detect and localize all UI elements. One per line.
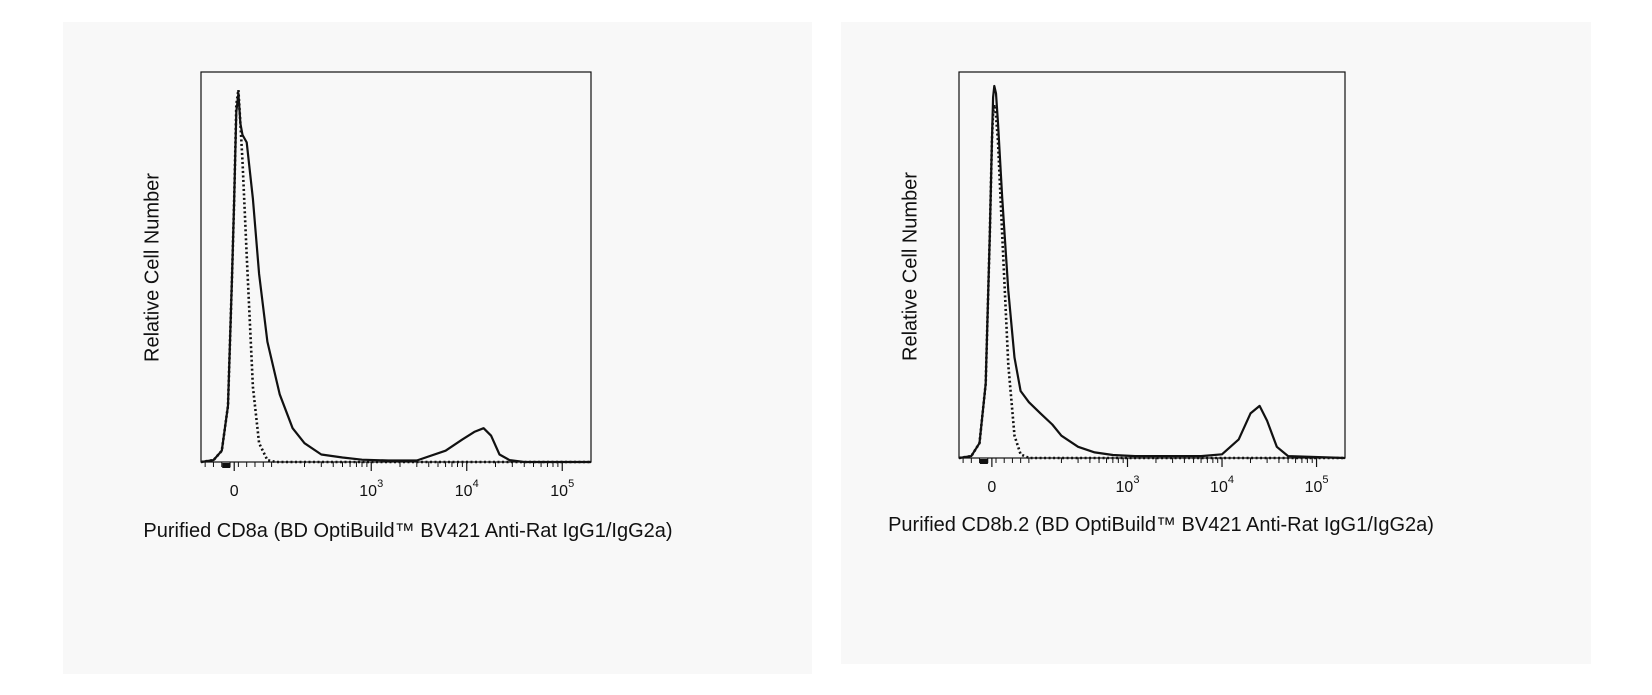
histogram-plot-cd8a: 0 103 104 105	[200, 71, 592, 500]
x-tick-label: 103	[1116, 474, 1140, 496]
x-tick-label: 104	[455, 478, 479, 500]
x-tick-label: 105	[550, 478, 574, 500]
isotype-control-curve	[200, 88, 591, 464]
x-tick-label: 0	[230, 483, 239, 500]
stained-sample-curve	[200, 92, 591, 464]
x-axis-label: Purified CD8b.2 (BD OptiBuild™ BV421 Ant…	[888, 514, 1434, 536]
plot-frame	[958, 71, 1346, 459]
stained-sample-curve	[958, 84, 1346, 460]
x-tick-label: 0	[987, 479, 996, 496]
zero-marker	[979, 459, 988, 464]
x-tick-label: 105	[1305, 474, 1329, 496]
x-axis-label: Purified CD8a (BD OptiBuild™ BV421 Anti-…	[143, 520, 673, 542]
x-tick-label: 104	[1210, 474, 1234, 496]
histogram-panel-cd8b2: Relative Cell Number 0 103 104 105 Purified…	[841, 22, 1591, 664]
x-tick-label: 103	[359, 478, 383, 500]
zero-marker	[222, 463, 231, 468]
histogram-panel-cd8a: Relative Cell Number 0 103 104 105 Purified…	[63, 22, 812, 674]
histogram-plot-cd8b2: 0 103 104 105	[958, 71, 1346, 496]
isotype-control-curve	[958, 103, 1345, 460]
plot-frame	[200, 71, 592, 463]
